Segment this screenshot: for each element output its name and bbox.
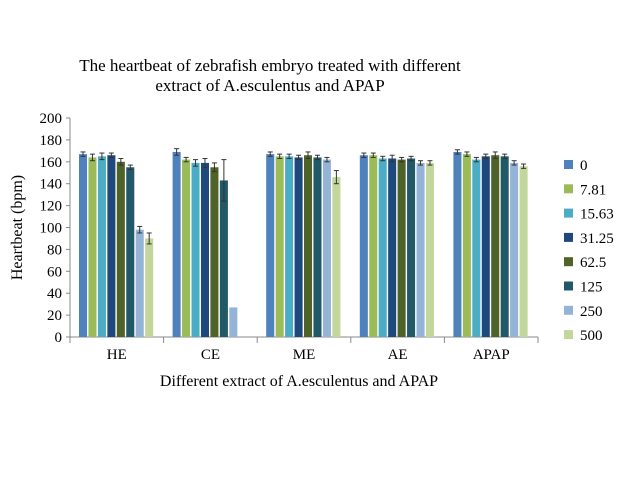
chart-title-line-2: extract of A.esculentus and APAP — [155, 76, 385, 95]
y-tick-label-2: 40 — [47, 286, 62, 302]
y-tick-label-3: 60 — [47, 264, 62, 280]
bar-apap-0 — [453, 151, 462, 337]
legend-swatch-3 — [564, 232, 573, 242]
y-tick-label-6: 120 — [40, 199, 63, 215]
y-tick-label-8: 160 — [40, 155, 63, 171]
bar-me-2 — [285, 156, 294, 337]
bar-ce-3 — [200, 162, 209, 337]
legend-swatch-0 — [564, 160, 573, 169]
bar-ae-2 — [378, 158, 387, 337]
chart-title-line-1: The heartbeat of zebrafish embryo treate… — [79, 56, 461, 75]
bar-ae-1 — [369, 155, 378, 337]
x-axis-title: Different extract of A.esculentus and AP… — [160, 373, 438, 390]
legend-label-7: 500 — [580, 328, 603, 344]
chart-title: The heartbeat of zebrafish embryo treate… — [60, 56, 480, 96]
legend-swatch-6 — [564, 305, 573, 315]
bar-apap-7 — [519, 166, 528, 337]
legend-label-6: 250 — [580, 304, 603, 320]
x-tick-label-ae: AE — [388, 347, 408, 363]
x-tick-label-apap: APAP — [473, 347, 510, 363]
legend-label-0: 0 — [580, 158, 588, 174]
bar-apap-2 — [472, 159, 481, 337]
bar-me-6 — [322, 159, 331, 337]
legend-swatch-7 — [564, 330, 573, 340]
bar-ce-2 — [191, 162, 200, 337]
x-tick-label-he: HE — [107, 347, 127, 363]
bar-apap-4 — [491, 155, 500, 337]
bar-me-5 — [313, 157, 322, 337]
bar-ce-0 — [172, 151, 181, 337]
bar-ae-3 — [388, 158, 397, 337]
bar-ae-6 — [416, 162, 425, 337]
bar-me-0 — [266, 154, 275, 337]
bar-he-5 — [126, 167, 135, 337]
bar-ae-5 — [407, 158, 416, 337]
bar-ae-4 — [397, 159, 406, 337]
x-tick-label-ce: CE — [201, 347, 220, 363]
bar-me-7 — [332, 177, 341, 337]
bar-he-7 — [145, 238, 154, 337]
bar-ce-6 — [229, 307, 238, 337]
legend-swatch-2 — [564, 208, 573, 218]
y-tick-label-4: 80 — [47, 242, 62, 258]
x-tick-label-me: ME — [293, 347, 316, 363]
bar-ce-1 — [182, 159, 191, 337]
y-tick-label-9: 180 — [40, 133, 63, 149]
bar-ae-7 — [425, 162, 434, 337]
y-tick-label-0: 0 — [55, 330, 63, 346]
legend-label-5: 125 — [580, 280, 603, 296]
bar-ae-0 — [359, 155, 368, 337]
bar-he-1 — [88, 157, 97, 337]
y-tick-label-7: 140 — [40, 177, 63, 193]
legend-label-2: 15.63 — [580, 207, 614, 223]
bar-he-0 — [79, 154, 88, 337]
bar-ce-5 — [219, 180, 228, 337]
bar-me-3 — [294, 157, 303, 337]
legend-label-3: 31.25 — [580, 231, 614, 247]
bar-apap-6 — [510, 162, 519, 337]
legend-label-4: 62.5 — [580, 255, 606, 271]
bar-apap-5 — [500, 156, 509, 337]
bar-he-3 — [107, 155, 116, 337]
y-tick-label-5: 100 — [40, 221, 63, 237]
bar-apap-3 — [481, 156, 490, 337]
bar-he-2 — [97, 156, 106, 337]
legend-swatch-4 — [564, 257, 573, 267]
y-tick-label-1: 20 — [47, 308, 62, 324]
legend-swatch-5 — [564, 281, 573, 291]
bar-me-4 — [304, 155, 313, 337]
legend-swatch-1 — [564, 184, 573, 194]
bar-apap-1 — [462, 154, 471, 337]
bar-he-4 — [116, 161, 125, 337]
y-tick-label-10: 200 — [40, 111, 63, 127]
y-axis-title: Heartbeat (bpm) — [9, 175, 26, 280]
bar-he-6 — [135, 229, 144, 337]
legend-label-1: 7.81 — [580, 182, 606, 198]
bar-ce-4 — [210, 167, 219, 337]
bar-me-1 — [275, 156, 284, 337]
